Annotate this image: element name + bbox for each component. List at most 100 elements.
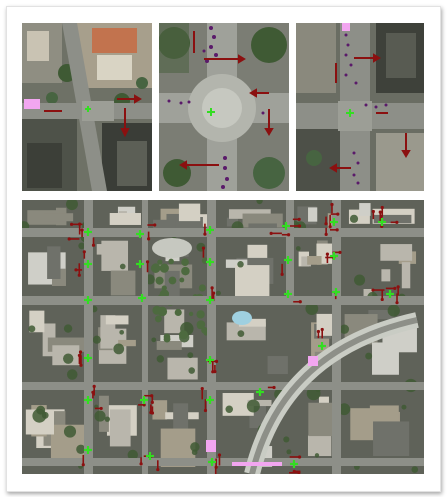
building-block (359, 203, 371, 216)
building-block (110, 270, 136, 296)
building-block (105, 315, 129, 325)
building-block (308, 402, 336, 437)
flow-arrow-icon (80, 228, 84, 238)
building-block (307, 435, 332, 457)
building-block (308, 207, 318, 222)
tree-canopy (354, 274, 366, 286)
building-block (301, 256, 311, 267)
highlight-region (206, 440, 216, 452)
tree-canopy (349, 214, 359, 223)
tree-canopy (66, 369, 78, 380)
traffic-signal-marker-icon (84, 396, 92, 404)
flow-arrow-icon (150, 406, 155, 415)
building-block (173, 403, 189, 435)
tree-canopy (314, 453, 320, 458)
traffic-signal-marker-icon (208, 458, 216, 466)
flow-arrow-icon (144, 394, 154, 398)
tree-canopy (151, 337, 157, 343)
building-block (109, 213, 141, 225)
tree-canopy (92, 335, 101, 344)
traffic-signal-marker-icon (386, 290, 394, 298)
traffic-signal-marker-icon (206, 226, 214, 234)
building-block (153, 219, 186, 232)
flow-arrow-icon (330, 228, 339, 232)
tree-canopy (411, 466, 419, 473)
flow-arrow-icon (74, 268, 83, 272)
flow-arrow-icon (200, 386, 204, 400)
flow-arrow-icon (203, 399, 208, 413)
traffic-signal-marker-icon (140, 396, 148, 404)
tree-canopy (256, 200, 263, 205)
flow-arrow-icon (79, 355, 83, 367)
highlight-region (232, 462, 282, 466)
flow-arrow-icon (91, 237, 96, 247)
flow-arrow-icon (288, 224, 302, 228)
traffic-signal-marker-icon (290, 460, 298, 468)
building-block (238, 318, 266, 327)
traffic-signal-marker-icon (346, 109, 354, 117)
tree-canopy (365, 352, 373, 360)
traffic-signal-marker-icon (84, 296, 92, 304)
traffic-signal-marker-icon (284, 256, 292, 264)
intersection-zoom-2-panel (296, 23, 424, 191)
tree-canopy (188, 367, 195, 374)
flow-arrow-icon (138, 403, 146, 407)
flow-arrow-icon (217, 453, 222, 466)
traffic-signal-marker-icon (318, 342, 326, 350)
building-block (156, 340, 182, 350)
building-block (226, 322, 266, 341)
building-block (247, 399, 272, 407)
traffic-signal-marker-icon (284, 290, 292, 298)
flow-arrow-icon (211, 361, 215, 374)
building-block (373, 214, 412, 224)
building-block (368, 309, 395, 320)
flow-arrow-icon (203, 223, 207, 236)
tree-canopy (187, 352, 194, 359)
flow-arrow-icon (293, 300, 302, 304)
flow-arrow-icon (280, 263, 284, 276)
flow-arrow-icon (320, 327, 324, 339)
tree-canopy (215, 290, 221, 296)
traffic-signal-marker-icon (146, 452, 154, 460)
building-block (401, 262, 411, 289)
building-block (307, 256, 322, 265)
building-block (175, 216, 203, 229)
traffic-signal-marker-icon (84, 446, 92, 454)
flow-arrow-icon (94, 406, 103, 411)
traffic-signal-marker-icon (332, 288, 340, 296)
flow-arrow-icon (156, 460, 160, 472)
flow-arrow-icon (371, 209, 375, 220)
tree-canopy (78, 242, 86, 250)
tree-canopy (237, 330, 245, 338)
flow-arrow-icon (289, 455, 302, 459)
building-block (152, 400, 168, 420)
flow-arrow-icon (316, 329, 321, 339)
flow-arrow-icon (139, 457, 143, 466)
traffic-signal-marker-icon (378, 218, 386, 226)
flow-arrow-icon (324, 216, 328, 226)
building-block (47, 246, 61, 279)
building-block (373, 421, 410, 457)
flow-arrow-icon (330, 202, 334, 214)
flow-arrow-icon (281, 233, 291, 237)
traffic-signal-marker-icon (206, 356, 214, 364)
traffic-signal-marker-icon (136, 260, 144, 268)
flow-arrow-icon (324, 227, 328, 236)
building-block (109, 409, 131, 447)
building-block (118, 339, 136, 347)
traffic-signal-marker-icon (206, 296, 214, 304)
building-block (248, 223, 277, 232)
flow-arrow-icon (81, 454, 85, 467)
flow-arrow-icon (145, 260, 150, 273)
traffic-signal-marker-icon (330, 252, 338, 260)
flow-arrow-icon (92, 384, 96, 396)
flow-arrow-icon (395, 293, 399, 305)
flow-arrow-icon (210, 286, 214, 300)
building-block (96, 244, 125, 255)
tree-canopy (237, 261, 244, 268)
flow-arrow-icon (67, 237, 80, 241)
tree-canopy (36, 405, 46, 415)
flow-arrow-icon (330, 212, 340, 216)
tree-canopy (41, 411, 49, 419)
tree-canopy (28, 325, 36, 333)
